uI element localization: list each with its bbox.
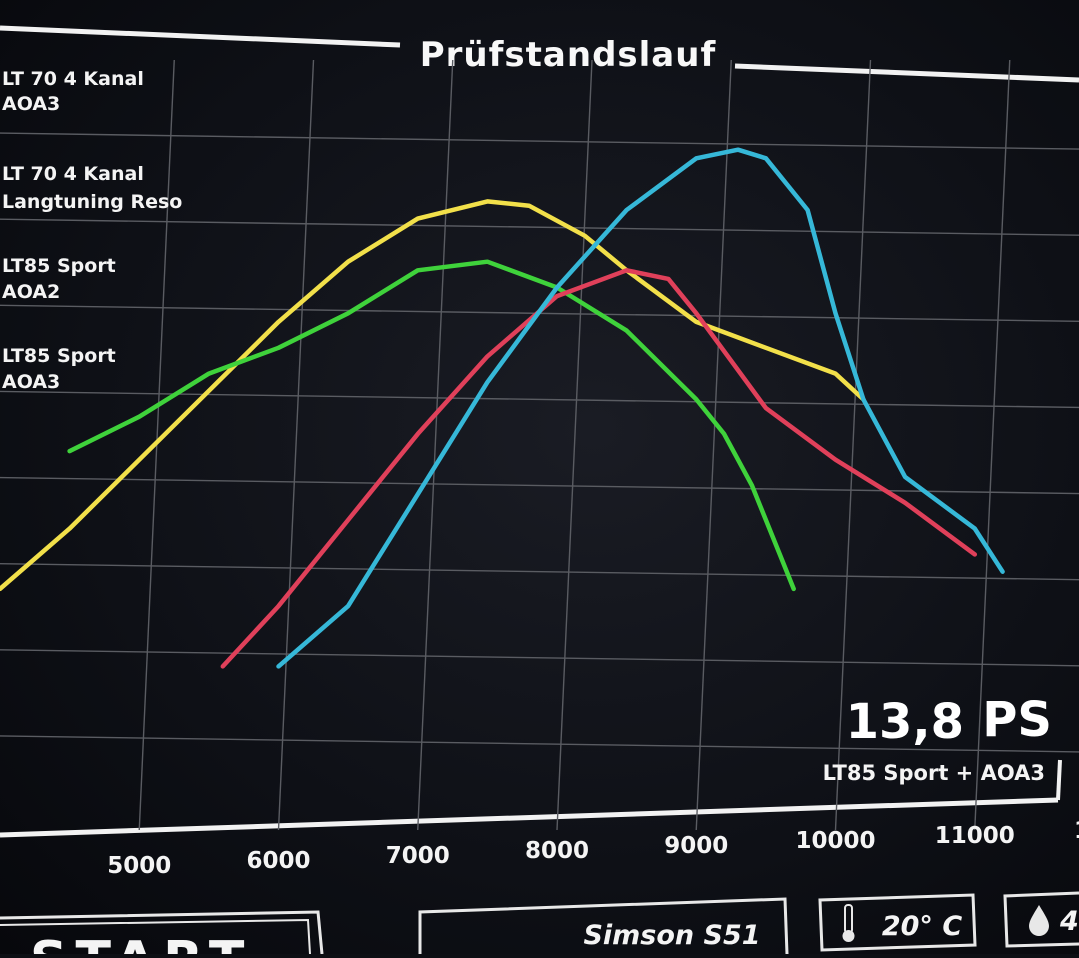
x-tick-label: 6000 [246,848,310,874]
temperature-value: 20° C [882,911,962,942]
frame-top-left [0,25,401,48]
power-readout-unit: PS [982,692,1052,748]
x-tick-label: 7000 [386,843,450,869]
grid-line-horizontal [0,476,1079,495]
grid-line-horizontal [0,218,1079,236]
chart-title: Prüfstandslauf [420,35,717,75]
grid-line-horizontal [0,132,1079,150]
grid-line-horizontal [0,562,1079,581]
legend: LT 70 4 Kanal AOA3 LT 70 4 Kanal Langtuning… [2,68,182,393]
legend-entry-line2: AOA3 [2,371,60,393]
series-lines [0,147,1005,669]
x-tick-label: 12000 [1074,818,1079,844]
start-button[interactable]: START [0,910,324,958]
grid-line-vertical [974,59,1011,831]
power-readout-subtitle: LT85 Sport + AOA3 [823,761,1045,785]
power-readout-value: 13,8 [846,694,964,750]
start-button-label: START [30,931,252,954]
legend-entry-line1: LT 70 4 Kanal [2,68,144,90]
vehicle-button[interactable]: Simson S51 [418,897,789,955]
temperature-box: 20° C [818,893,977,952]
legend-entry-line1: LT85 Sport [2,345,116,367]
frame-top-right [734,63,1079,83]
x-tick-label: 8000 [525,838,589,864]
humidity-box: 4 [1003,891,1079,948]
x-tick-label: 11000 [935,823,1015,849]
thermometer-icon [842,904,855,942]
droplet-icon [1029,905,1049,936]
grid-line-vertical [695,59,732,831]
x-tick-label: 5000 [107,853,171,879]
grid-line-vertical [556,59,593,831]
series-line-3 [220,268,978,669]
grid-line-horizontal [0,649,1079,667]
frame-right [1056,759,1062,801]
grid-line-horizontal [0,735,1079,753]
grid-line-vertical [277,59,315,831]
vehicle-label: Simson S51 [583,920,760,951]
series-line-2 [67,259,796,592]
humidity-value: 4 [1059,906,1079,937]
grid-line-vertical [417,59,454,831]
legend-entry-line2: AOA2 [2,281,60,303]
x-tick-label: 10000 [795,828,875,854]
frame-bottom [0,797,1059,838]
legend-entry-line1: LT 70 4 Kanal [2,163,144,185]
series-line-4 [276,147,1005,669]
x-tick-label: 9000 [664,833,728,859]
legend-entry-line2: AOA3 [2,93,60,115]
grid-line-vertical [834,59,872,831]
legend-entry-line2: Langtuning Reso [2,191,182,213]
series-line-1 [0,199,866,592]
legend-entry-line1: LT85 Sport [2,255,116,277]
x-tick-labels: 5000 6000 7000 8000 9000 10000 11000 12000 [107,818,1079,879]
